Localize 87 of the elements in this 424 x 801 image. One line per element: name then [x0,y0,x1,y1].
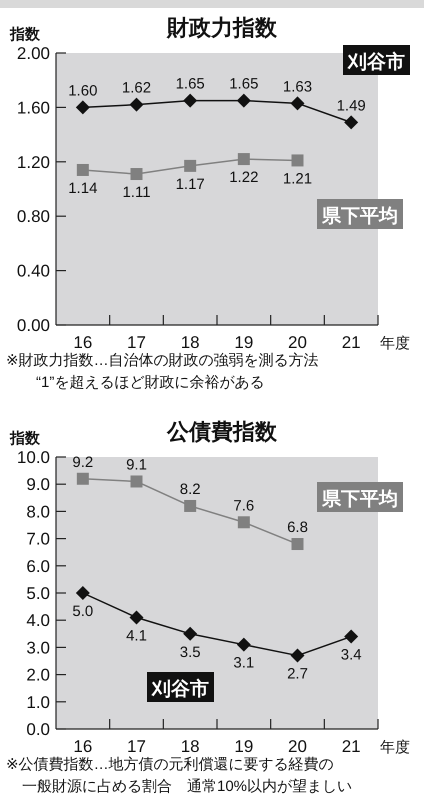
y-tick-label: 0.00 [16,316,50,335]
y-tick-label: 6.0 [26,556,50,576]
point [292,154,304,166]
x-tick-label: 20 [288,333,307,352]
point [344,630,358,644]
point [130,168,142,180]
y-tick-label: 5.0 [26,584,50,603]
text: 県下平均 [321,206,398,227]
data-label: 1.22 [229,169,258,186]
x-tick-label: 17 [127,737,146,756]
data-label: 1.62 [122,80,152,97]
data-label: 1.49 [336,97,366,114]
x-tick-label: 17 [127,333,146,352]
data-label: 1.14 [68,180,98,197]
y-tick-label: 2.0 [26,666,50,685]
data-label: 1.11 [122,184,151,202]
y-tick-label: 4.0 [26,611,50,630]
point [76,586,90,600]
data-label: 1.65 [229,76,258,93]
point [183,626,198,641]
text: 刈谷市 [151,678,209,700]
y-tick-label: 1.60 [16,98,50,118]
x-tick-label: 19 [234,737,254,756]
point [130,610,144,624]
y-axis-title: 指数 [9,26,41,43]
data-label: 9.1 [126,456,147,474]
point [290,96,304,110]
y-tick-label: 7.0 [26,530,50,549]
y-tick-label: 0.0 [26,720,50,739]
point [184,500,196,512]
point [238,153,250,166]
point [130,98,144,112]
point [183,94,198,108]
point [76,472,89,485]
y-tick-label: 10.0 [16,448,50,467]
text: 一般財源に占める割合 通常10%以内が望ましい [22,778,352,795]
x-axis-title: 年度 [380,335,410,352]
x-tick-label: 16 [73,333,92,352]
point [344,115,358,130]
chart-title: 公債費指数 [166,419,278,444]
text: “1”を超えるほど財政に余裕がある [36,374,264,391]
text: 刈谷市 [347,51,405,73]
data-label: 3.4 [340,646,362,664]
data-label: 6.8 [287,519,308,536]
point [236,94,251,108]
point [290,648,304,663]
x-tick-label: 18 [180,333,200,352]
data-label: 9.2 [72,454,94,471]
series-label: 県下平均 [321,489,398,510]
y-tick-label: 0.80 [16,207,50,226]
data-label: 5.0 [72,603,94,620]
data-label: 1.65 [176,76,205,93]
point [76,164,89,176]
point [130,475,142,488]
y-tick-label: 3.0 [26,638,50,658]
data-label: 7.6 [233,497,254,514]
point [238,516,250,528]
text: ※財政力指数…自治体の財政の強弱を測る方法 [6,352,319,369]
y-tick-label: 1.20 [16,152,50,172]
data-label: 3.5 [180,644,201,661]
point [76,100,90,114]
data-label: 1.60 [68,82,98,100]
data-label: 4.1 [126,627,147,644]
data-label: 3.1 [233,654,254,672]
y-tick-label: 2.00 [16,44,50,63]
point [184,160,196,172]
x-tick-label: 21 [342,737,361,756]
y-tick-label: 0.40 [16,262,50,281]
y-tick-label: 9.0 [26,475,50,494]
x-tick-label: 21 [342,333,361,352]
y-tick-label: 8.0 [26,502,50,522]
data-label: 2.7 [287,666,308,683]
y-axis-title: 指数 [9,430,41,447]
x-tick-label: 18 [180,737,200,756]
data-label: 1.63 [282,78,312,96]
x-tick-label: 16 [73,737,92,756]
text: ※公債費指数…地方債の元利償還に要する経費の [6,756,334,773]
y-tick-label: 1.0 [26,692,50,712]
data-label: 8.2 [180,480,201,498]
data-label: 1.21 [282,170,312,188]
point [236,638,251,652]
x-tick-label: 19 [234,333,254,352]
data-label: 1.17 [176,176,205,193]
chart-title: 財政力指数 [166,15,278,40]
x-axis-title: 年度 [380,739,410,756]
x-tick-label: 20 [288,737,307,756]
point [292,538,304,550]
